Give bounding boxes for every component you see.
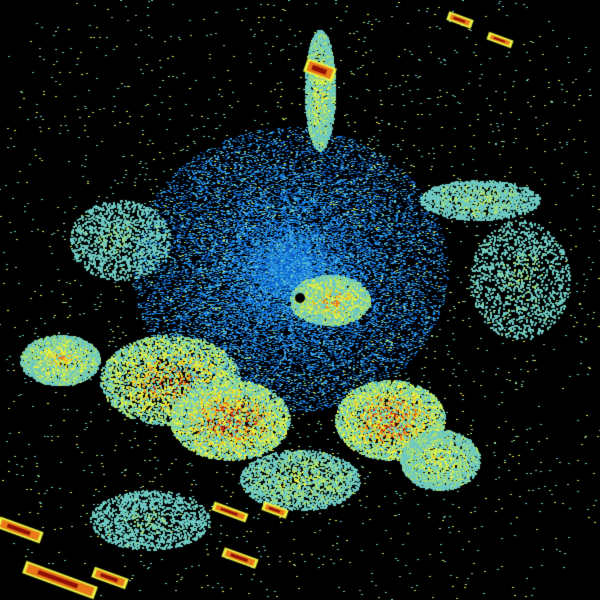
radar-image xyxy=(0,0,600,600)
radar-canvas xyxy=(0,0,600,600)
